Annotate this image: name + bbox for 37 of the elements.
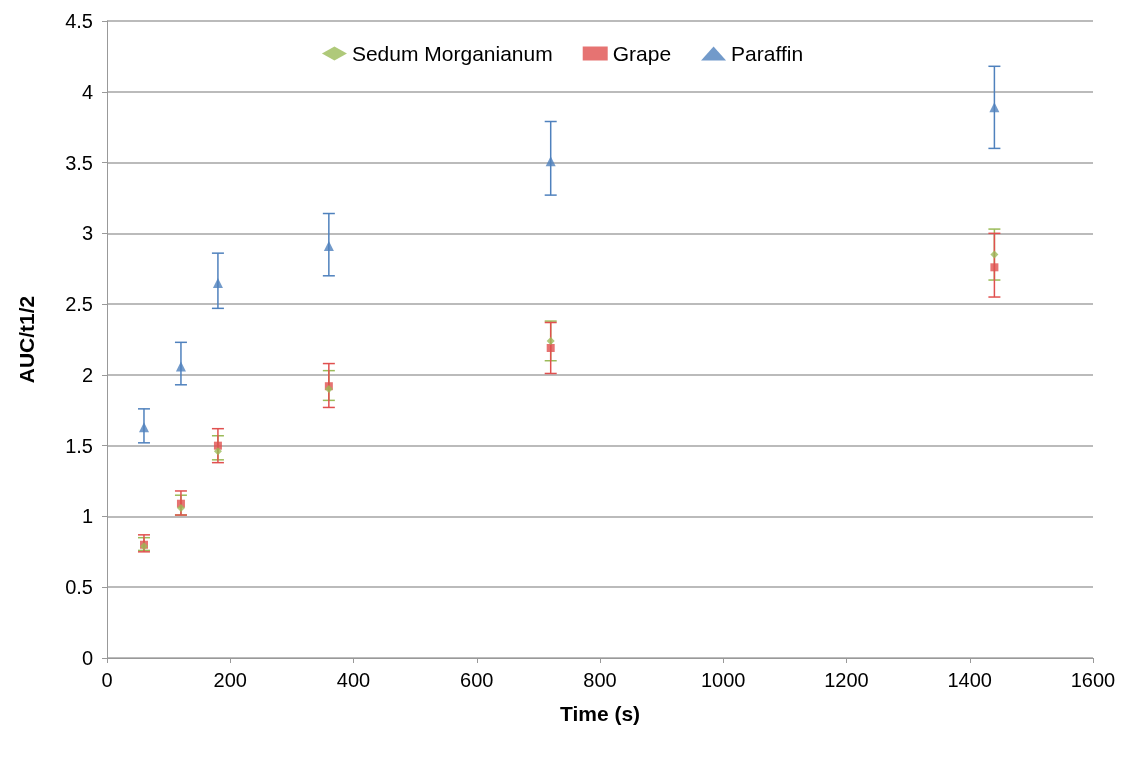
point (546, 336, 555, 345)
x-tick-label: 200 (213, 669, 247, 691)
y-tick-label: 4.5 (65, 10, 93, 32)
x-tick-label: 600 (460, 669, 494, 691)
y-tick-label: 4 (81, 80, 93, 103)
point (990, 250, 999, 259)
point (138, 422, 149, 433)
y-tick-label: 1 (81, 505, 93, 528)
point (175, 361, 186, 372)
point (990, 263, 999, 272)
point (989, 102, 1000, 113)
legend-label: Sedum Morganianum (351, 42, 553, 65)
legend-label: Grape (612, 42, 672, 65)
point (546, 343, 555, 352)
point (323, 241, 334, 252)
y-tick-label: 2 (81, 363, 93, 386)
y-tick-label: 0.5 (65, 576, 93, 599)
x-tick-label: 800 (583, 669, 617, 691)
x-tick-label: 1600 (1070, 669, 1116, 691)
point (213, 447, 222, 456)
y-tick-label: 3 (81, 222, 93, 245)
point (213, 441, 222, 450)
legend-label: Paraffin (731, 42, 804, 65)
x-tick-label: 400 (336, 669, 371, 691)
x-axis-title: Time (s) (559, 702, 641, 725)
x-tick-label: 0 (101, 669, 113, 691)
point (212, 277, 223, 288)
x-tick-label: 1000 (701, 669, 746, 691)
point (176, 503, 185, 512)
x-tick-label: 1200 (824, 669, 869, 691)
y-tick-label: 1.5 (65, 434, 93, 457)
y-tick-label: 3.5 (65, 151, 93, 174)
x-tick-label: 1400 (947, 669, 992, 691)
y-tick-label: 0 (81, 647, 93, 669)
y-axis-title: AUC/t1/2 (15, 295, 38, 384)
y-tick-label: 2.5 (65, 293, 93, 316)
point (545, 156, 556, 167)
